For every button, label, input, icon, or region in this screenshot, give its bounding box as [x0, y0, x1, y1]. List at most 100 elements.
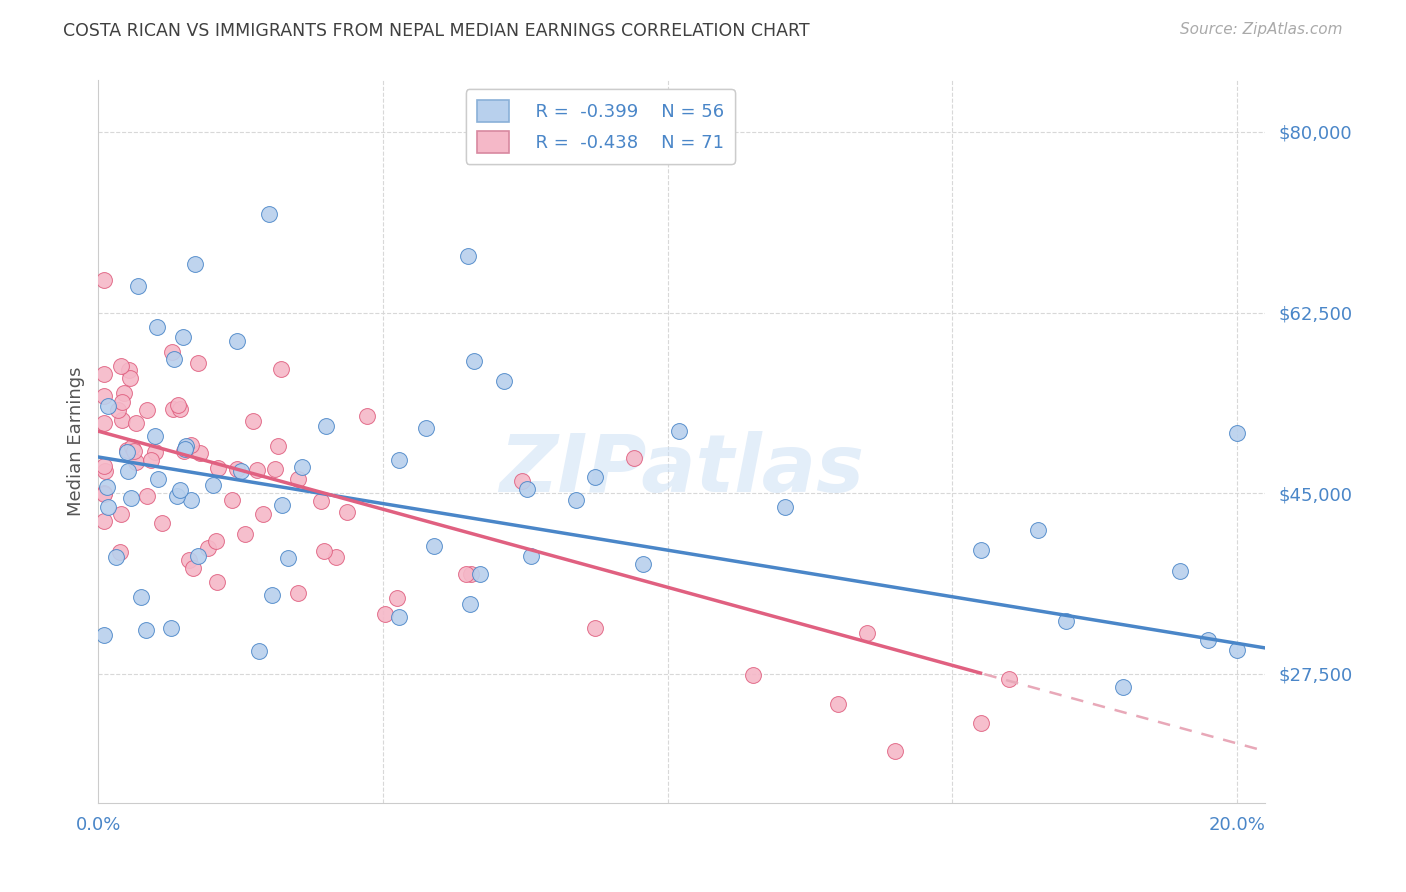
Point [96, 480, 118, 494]
Point [314, 544, 336, 558]
Point [190, 446, 212, 460]
Point [270, 362, 292, 376]
Point [93, 273, 115, 287]
Legend:   R =  -0.399    N = 56,   R =  -0.438    N = 71: R = -0.399 N = 56, R = -0.438 N = 71 [465, 89, 734, 164]
Point [122, 444, 145, 458]
Point [105, 550, 128, 565]
Point [150, 516, 173, 530]
Point [172, 330, 194, 344]
Text: ZIPatlas: ZIPatlas [499, 432, 865, 509]
Point [145, 319, 167, 334]
Point [93, 458, 115, 473]
Point [623, 451, 645, 466]
Point [93, 514, 115, 528]
Point [519, 549, 541, 563]
Point [229, 464, 252, 478]
Point [143, 445, 166, 459]
Point [148, 472, 170, 486]
Point [181, 561, 204, 575]
Point [884, 744, 907, 758]
Point [169, 401, 191, 416]
Point [135, 489, 157, 503]
Point [742, 667, 765, 681]
Point [110, 507, 132, 521]
Point [180, 438, 202, 452]
Point [516, 482, 538, 496]
Point [422, 539, 444, 553]
Point [856, 625, 879, 640]
Point [291, 459, 314, 474]
Point [510, 475, 533, 489]
Point [129, 591, 152, 605]
Point [111, 413, 134, 427]
Point [93, 628, 115, 642]
Point [356, 409, 378, 424]
Point [97, 399, 120, 413]
Point [163, 351, 186, 366]
Point [458, 597, 481, 611]
Point [287, 586, 309, 600]
Point [1112, 680, 1135, 694]
Point [93, 487, 115, 501]
Point [187, 356, 209, 370]
Point [315, 419, 337, 434]
Point [174, 439, 197, 453]
Point [125, 416, 148, 430]
Point [374, 607, 396, 621]
Point [180, 493, 202, 508]
Point [325, 549, 347, 564]
Point [107, 403, 129, 417]
Point [169, 483, 191, 497]
Point [1168, 564, 1191, 578]
Point [1226, 426, 1249, 441]
Point [468, 567, 491, 582]
Point [457, 249, 479, 263]
Y-axis label: Median Earnings: Median Earnings [66, 367, 84, 516]
Point [115, 444, 138, 458]
Point [166, 489, 188, 503]
Point [207, 574, 229, 589]
Point [454, 566, 477, 581]
Point [120, 491, 142, 505]
Text: Source: ZipAtlas.com: Source: ZipAtlas.com [1180, 22, 1343, 37]
Point [583, 470, 606, 484]
Point [139, 453, 162, 467]
Point [1226, 643, 1249, 657]
Point [97, 500, 120, 515]
Point [162, 345, 184, 359]
Point [184, 257, 207, 271]
Point [277, 551, 299, 566]
Point [827, 697, 849, 711]
Point [262, 588, 284, 602]
Point [264, 462, 287, 476]
Point [93, 367, 115, 381]
Point [226, 462, 249, 476]
Point [388, 610, 411, 624]
Point [336, 504, 359, 518]
Point [257, 207, 280, 221]
Text: COSTA RICAN VS IMMIGRANTS FROM NEPAL MEDIAN EARNINGS CORRELATION CHART: COSTA RICAN VS IMMIGRANTS FROM NEPAL MED… [63, 22, 810, 40]
Point [127, 278, 149, 293]
Point [225, 334, 247, 348]
Point [252, 507, 274, 521]
Point [115, 443, 138, 458]
Point [93, 464, 115, 478]
Point [385, 591, 408, 605]
Point [773, 500, 796, 515]
Point [197, 541, 219, 555]
Point [136, 403, 159, 417]
Point [159, 621, 181, 635]
Point [221, 493, 243, 508]
Point [93, 389, 115, 403]
Point [110, 359, 132, 373]
Point [463, 353, 485, 368]
Point [202, 478, 225, 492]
Point [270, 498, 292, 512]
Point [173, 444, 195, 458]
Point [460, 566, 482, 581]
Point [117, 464, 139, 478]
Point [145, 428, 167, 442]
Point [93, 485, 115, 500]
Point [494, 375, 516, 389]
Point [108, 544, 131, 558]
